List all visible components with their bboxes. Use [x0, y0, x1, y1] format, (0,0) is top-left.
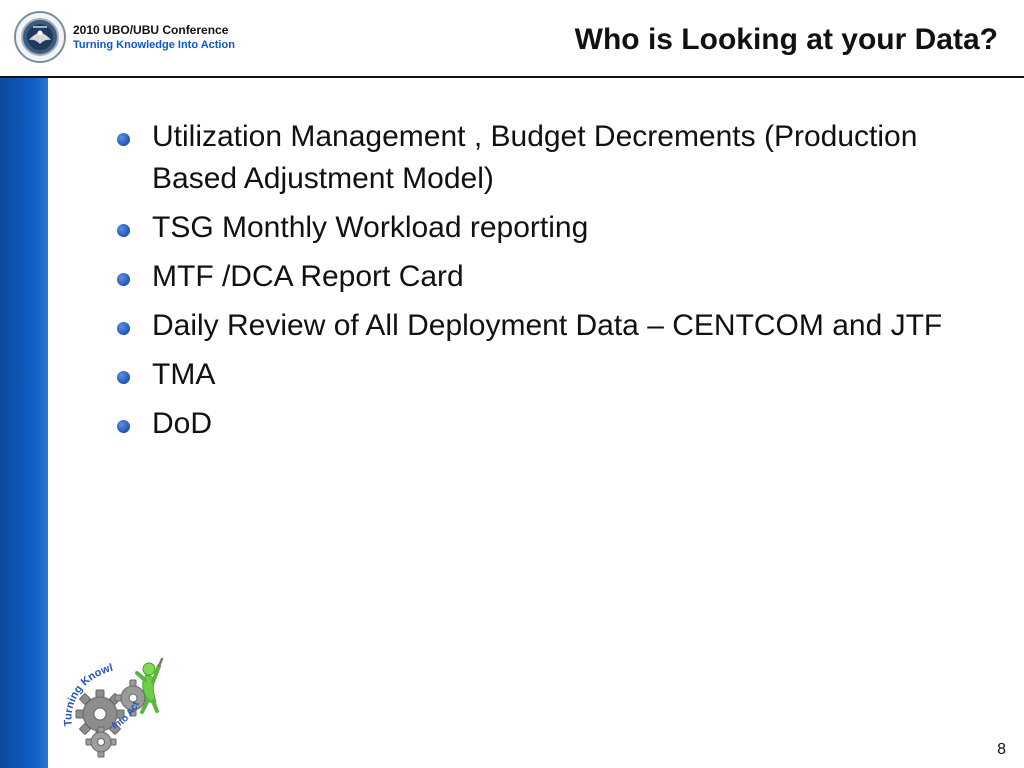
bullet-item: MTF /DCA Report Card: [112, 256, 1002, 298]
bullet-item: DoD: [112, 403, 1002, 445]
bullet-text: TMA: [152, 358, 216, 391]
bullet-text: DoD: [152, 407, 213, 440]
slide-header: 2010 UBO/UBU Conference Turning Knowledg…: [0, 0, 1024, 78]
bullet-dot-icon: [117, 273, 130, 286]
bullet-list: Utilization Management , Budget Decremen…: [112, 116, 1002, 452]
gear-bottom-icon: [85, 726, 117, 758]
left-accent-bar: [0, 0, 48, 768]
bullet-dot-icon: [117, 133, 130, 146]
conference-tagline: Turning Knowledge Into Action: [73, 39, 235, 51]
conference-name: 2010 UBO/UBU Conference: [73, 23, 229, 37]
page-number: 8: [997, 741, 1006, 758]
gear-large-icon: [75, 689, 125, 739]
department-of-defense-seal-icon: [14, 11, 66, 63]
slide-title: Who is Looking at your Data?: [574, 23, 998, 56]
turning-knowledge-into-action-gears-icon: Turning Knowledge Into Action: [58, 652, 164, 758]
bullet-text: MTF /DCA Report Card: [152, 260, 464, 293]
bullet-text: Utilization Management , Budget Decremen…: [152, 120, 918, 195]
bullet-item: TMA: [112, 354, 1002, 396]
bullet-item: Utilization Management , Budget Decremen…: [112, 116, 1002, 200]
green-figure-icon: [135, 657, 164, 714]
bullet-text: TSG Monthly Workload reporting: [152, 211, 589, 244]
bullet-item: Daily Review of All Deployment Data – CE…: [112, 305, 1002, 347]
bullet-dot-icon: [117, 322, 130, 335]
bullet-item: TSG Monthly Workload reporting: [112, 207, 1002, 249]
gear-small-icon: [114, 679, 152, 717]
bullet-dot-icon: [117, 420, 130, 433]
bullet-dot-icon: [117, 371, 130, 384]
bullet-text: Daily Review of All Deployment Data – CE…: [152, 309, 943, 342]
bullet-dot-icon: [117, 224, 130, 237]
